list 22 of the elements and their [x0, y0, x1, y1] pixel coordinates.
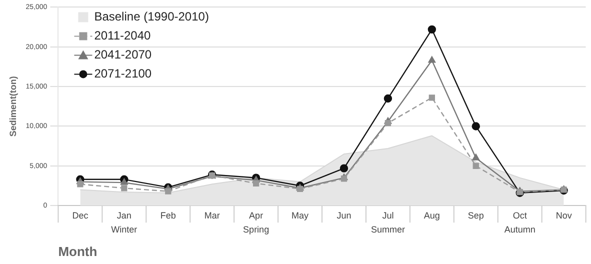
x-tick-label: Apr	[249, 210, 264, 220]
x-tick-label: May	[292, 210, 310, 220]
text: Summer	[370, 224, 405, 235]
legend-label: Baseline (1990-2010)	[94, 10, 209, 24]
x-tick-label: Jan	[116, 210, 132, 220]
x-tick-label: Oct	[512, 210, 528, 220]
x-tick-label: Aug	[424, 210, 440, 220]
x-tick-label: Mar	[204, 210, 220, 220]
text: Spring	[243, 224, 270, 235]
x-tick-label: Jul	[382, 210, 394, 220]
x-tick-label: Nov	[556, 210, 572, 220]
legend-label: 2011-2040	[94, 28, 152, 43]
x-tick-label: Sep	[468, 210, 484, 220]
legend-label: 2041-2070	[94, 48, 152, 62]
legend-label: 2071-2100	[94, 66, 152, 81]
x-axis-title: Month	[58, 244, 98, 259]
text: Winter	[111, 224, 138, 235]
x-tick-label: Dec	[72, 210, 89, 220]
x-tick-label: Jun	[336, 210, 352, 220]
x-tick-label: Feb	[160, 210, 176, 220]
y-axis-title: Sediment(ton)	[8, 76, 18, 137]
text: Autumn	[504, 224, 536, 235]
